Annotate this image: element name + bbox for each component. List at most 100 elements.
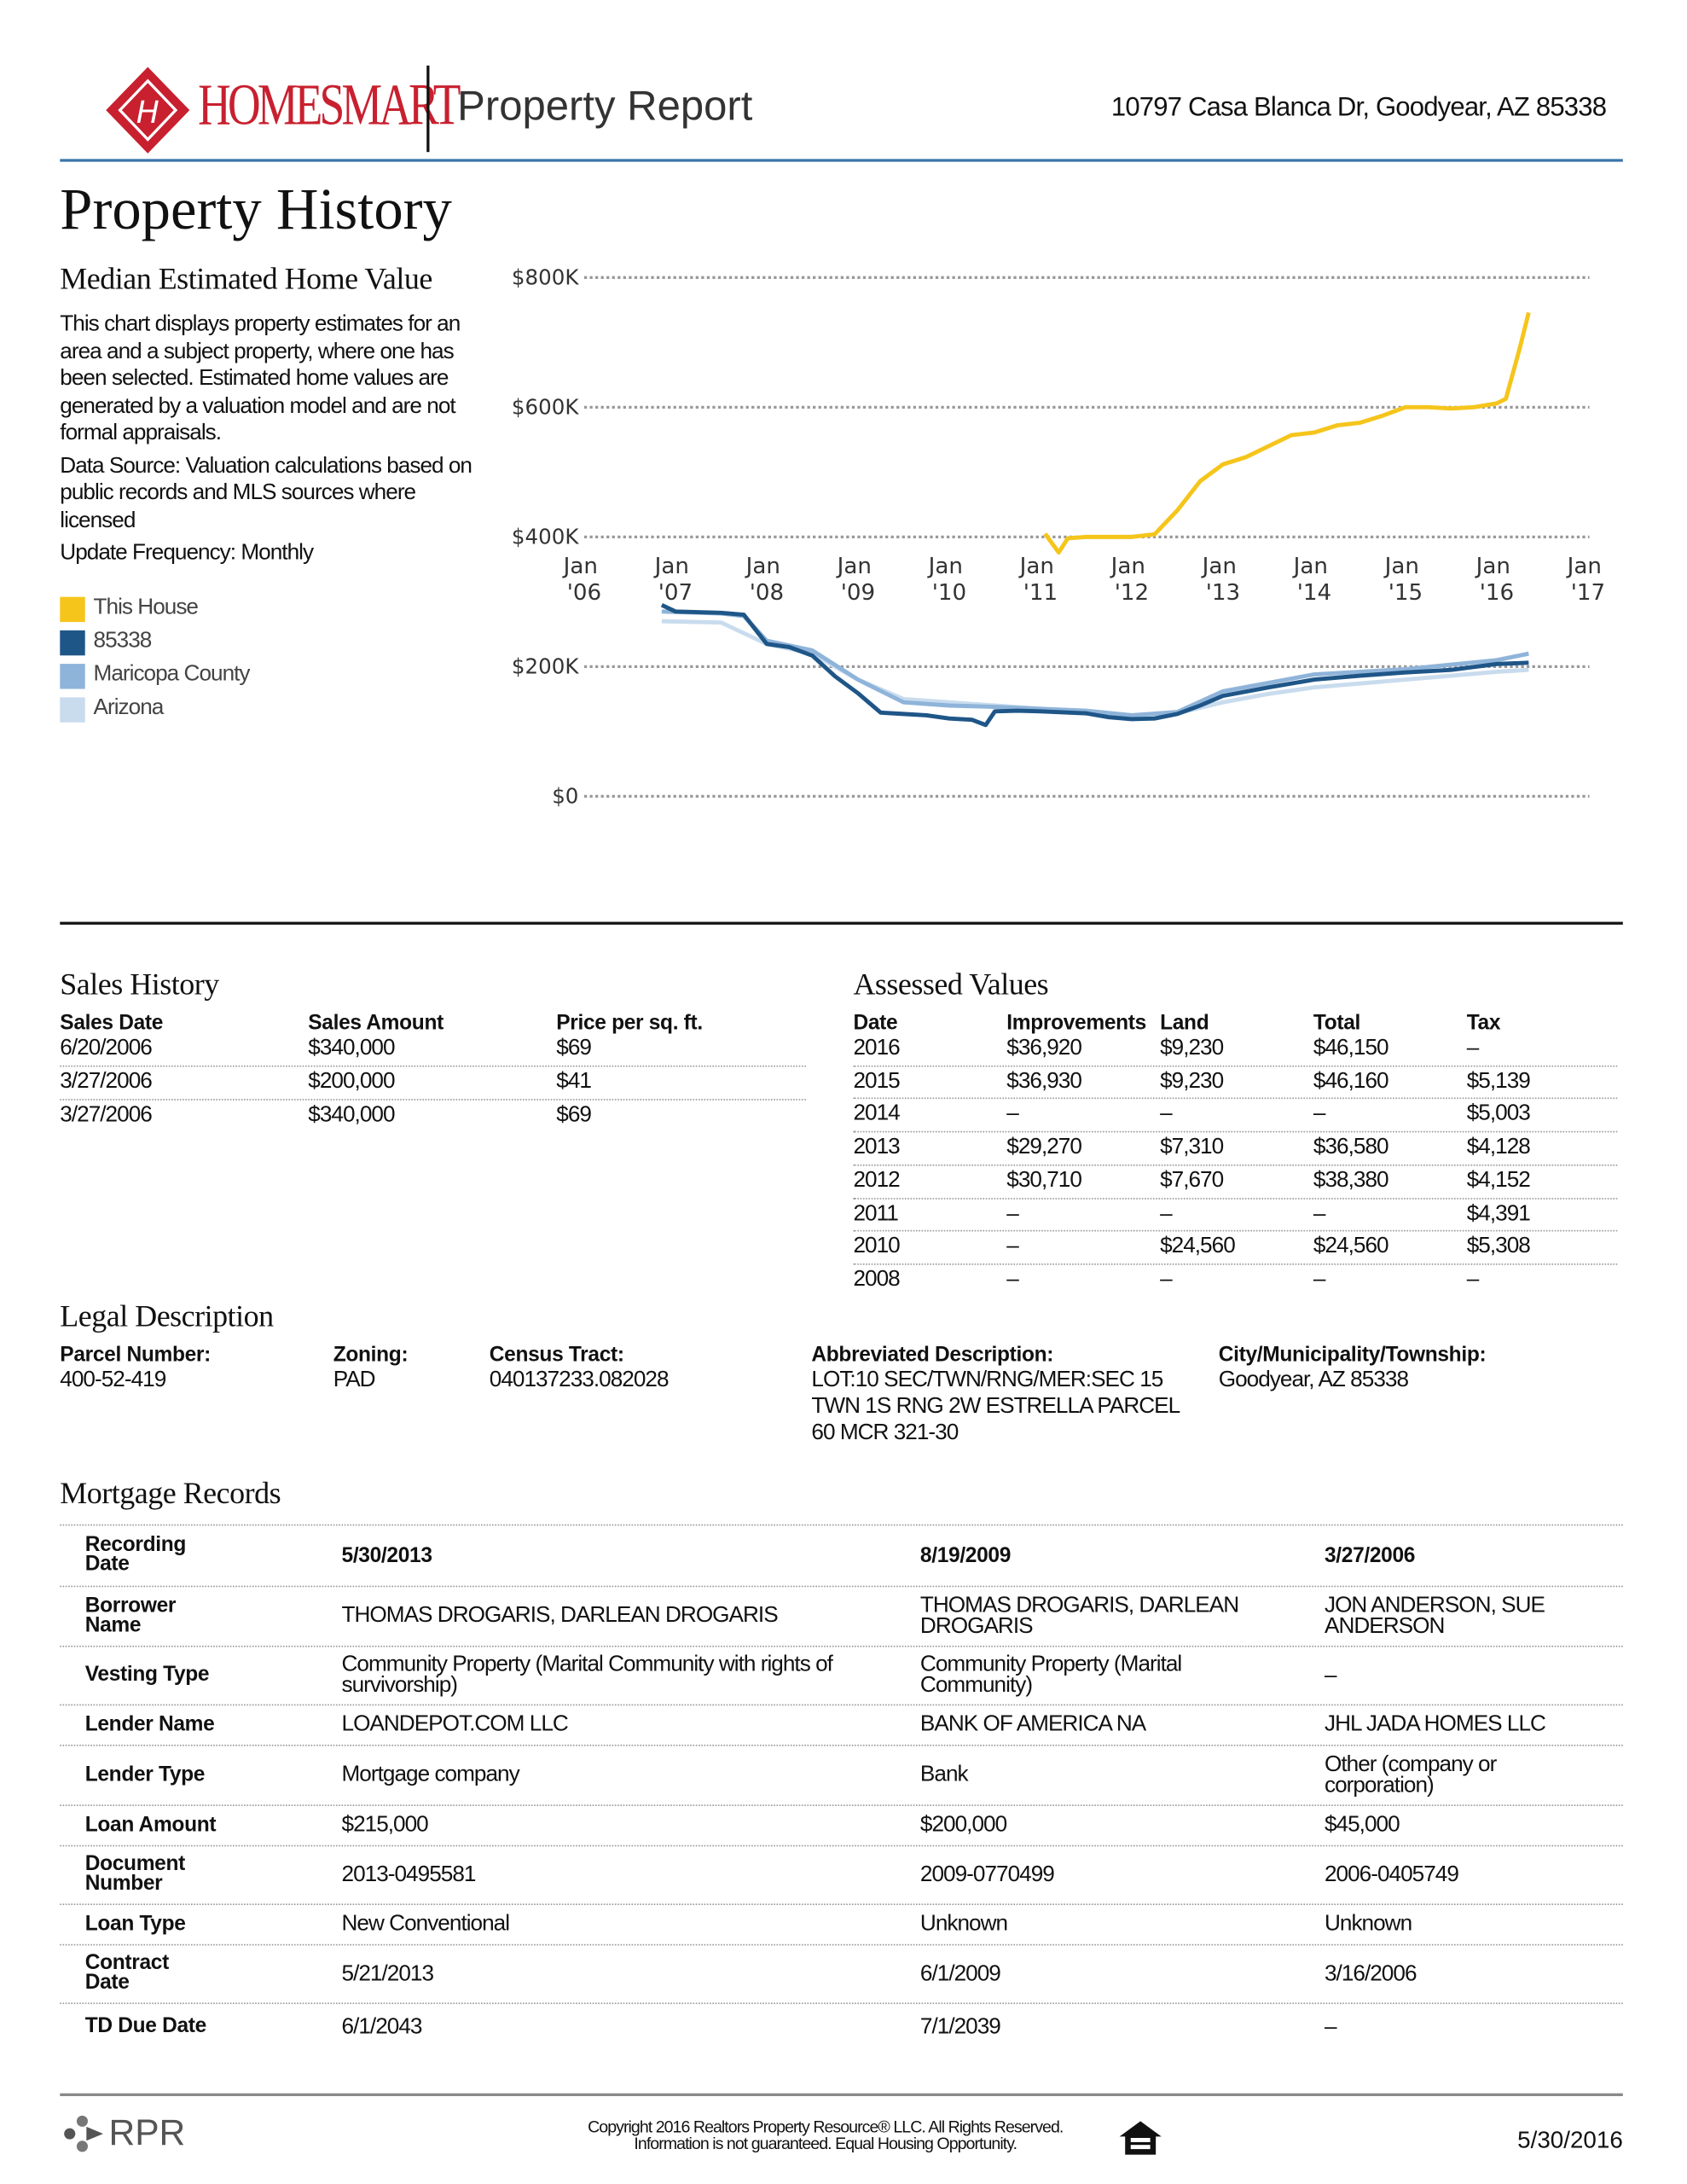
table-cell: 2009-0770499 (919, 1862, 1055, 1886)
field-label: Abbreviated Description: (811, 1343, 1054, 1368)
legend-swatch (60, 664, 85, 689)
row-divider (60, 1903, 1623, 1906)
chart-heading: Median Estimated Home Value (60, 260, 432, 296)
table-cell: $4,152 (1466, 1168, 1531, 1193)
table-cell: THOMAS DROGARIS, DARLEAN DROGARIS (341, 1603, 779, 1628)
table-cell: 2013 (853, 1135, 900, 1159)
row-divider (60, 1804, 1623, 1806)
column-header: Sales Amount (308, 1011, 443, 1035)
table-cell: – (1313, 1201, 1326, 1226)
section-rule (60, 921, 1623, 925)
table-cell: 7/1/2039 (919, 2014, 1001, 2039)
table-cell: 6/20/2006 (60, 1036, 153, 1060)
x-tick-label: Jan '07 (653, 554, 697, 606)
legend-swatch (60, 596, 85, 623)
description-paragraph: This chart displays property estimates f… (60, 312, 461, 445)
table-cell: – (1160, 1102, 1173, 1126)
table-cell: BANK OF AMERICA NA (919, 1712, 1146, 1737)
table-cell: 3/27/2006 (1324, 1542, 1416, 1567)
table-cell: $9,230 (1160, 1069, 1224, 1094)
row-label: Vesting Type (84, 1662, 210, 1687)
row-label: Loan Type (84, 1911, 186, 1936)
field-value: 400-52-419 (60, 1368, 166, 1392)
table-cell: – (1324, 1663, 1337, 1687)
description-paragraph: Data Source: Valuation calculations base… (60, 454, 472, 532)
logo-mark: H (106, 67, 190, 154)
row-label: Document Number (84, 1851, 186, 1896)
table-cell: $46,150 (1313, 1036, 1389, 1060)
table-cell: – (1006, 1234, 1019, 1258)
table-cell: Other (company or corporation) (1324, 1752, 1497, 1798)
row-divider (60, 2002, 1623, 2005)
table-cell: 3/27/2006 (60, 1069, 153, 1094)
legend-label: 85338 (93, 629, 153, 653)
table-cell: – (1006, 1102, 1019, 1126)
row-divider (853, 1098, 1618, 1100)
header-divider (426, 65, 430, 153)
row-divider (853, 1130, 1618, 1133)
copyright-line: Copyright 2016 Realtors Property Resourc… (588, 2117, 1064, 2137)
table-cell: $7,670 (1160, 1168, 1224, 1193)
field-value: LOT:10 SEC/TWN/RNG/MER:SEC 15 TWN 1S RNG… (811, 1368, 1180, 1445)
legend-label: Maricopa County (93, 662, 251, 687)
table-cell: New Conventional (341, 1912, 511, 1936)
assessed-title: Assessed Values (853, 966, 1049, 1002)
column-header: Date (853, 1011, 898, 1035)
row-divider (60, 1943, 1623, 1946)
table-cell: 5/30/2013 (341, 1542, 432, 1567)
header-rule (60, 159, 1623, 162)
table-cell: – (1324, 2014, 1337, 2039)
table-cell: THOMAS DROGARIS, DARLEAN DROGARIS (919, 1593, 1239, 1638)
footer-rule (60, 2093, 1623, 2096)
field-value: PAD (333, 1368, 376, 1392)
table-cell: – (1006, 1267, 1019, 1292)
table-cell: $36,930 (1006, 1069, 1082, 1094)
row-label: Borrower Name (84, 1593, 177, 1637)
rpr-icon (64, 2115, 103, 2152)
x-tick-label: Jan '13 (1201, 554, 1244, 606)
field-label: Census Tract: (489, 1343, 624, 1368)
mortgage-title: Mortgage Records (60, 1475, 281, 1511)
x-tick-label: Jan '10 (927, 554, 971, 606)
table-cell: $36,580 (1313, 1135, 1389, 1159)
row-divider (853, 1197, 1618, 1199)
table-cell: – (1160, 1267, 1173, 1292)
row-label: Lender Type (84, 1762, 206, 1786)
series-line (661, 609, 1529, 717)
table-cell: $29,270 (1006, 1135, 1082, 1159)
row-divider (60, 1844, 1623, 1847)
table-cell: $46,160 (1313, 1069, 1389, 1094)
y-tick-label: $200K (512, 654, 579, 679)
x-tick-label: Jan '15 (1383, 554, 1427, 606)
equal-housing-icon (1119, 2121, 1162, 2155)
copyright-line: Information is not guaranteed. Equal Hou… (634, 2134, 1017, 2153)
table-cell: JON ANDERSON, SUE ANDERSON (1324, 1593, 1545, 1638)
table-cell: $215,000 (341, 1813, 429, 1837)
field-value: 040137233.082028 (489, 1368, 670, 1392)
row-divider (60, 1524, 1623, 1526)
field-value: Goodyear, AZ 85338 (1218, 1368, 1409, 1392)
table-cell: $5,003 (1466, 1102, 1531, 1126)
row-divider (853, 1263, 1618, 1265)
rpr-logo: RPR (108, 2111, 186, 2153)
table-cell: – (1160, 1201, 1173, 1226)
table-cell: – (1313, 1267, 1326, 1292)
x-tick-label: Jan '09 (836, 554, 879, 606)
table-cell: $340,000 (308, 1103, 395, 1127)
table-cell: – (1466, 1036, 1480, 1060)
table-cell: Unknown (1324, 1912, 1412, 1936)
x-tick-label: Jan '14 (1292, 554, 1336, 606)
table-cell: 2008 (853, 1267, 900, 1292)
row-divider (60, 1704, 1623, 1706)
table-cell: 2016 (853, 1036, 900, 1060)
table-cell: $340,000 (308, 1036, 395, 1060)
y-tick-label: $0 (552, 784, 578, 809)
table-cell: 3/16/2006 (1324, 1961, 1417, 1986)
table-cell: 3/27/2006 (60, 1103, 153, 1127)
table-cell: $7,310 (1160, 1135, 1224, 1159)
table-cell: $69 (556, 1103, 592, 1127)
report-title: Property Report (457, 84, 753, 131)
row-divider (60, 1745, 1623, 1746)
footer-date: 5/30/2016 (1517, 2126, 1623, 2153)
